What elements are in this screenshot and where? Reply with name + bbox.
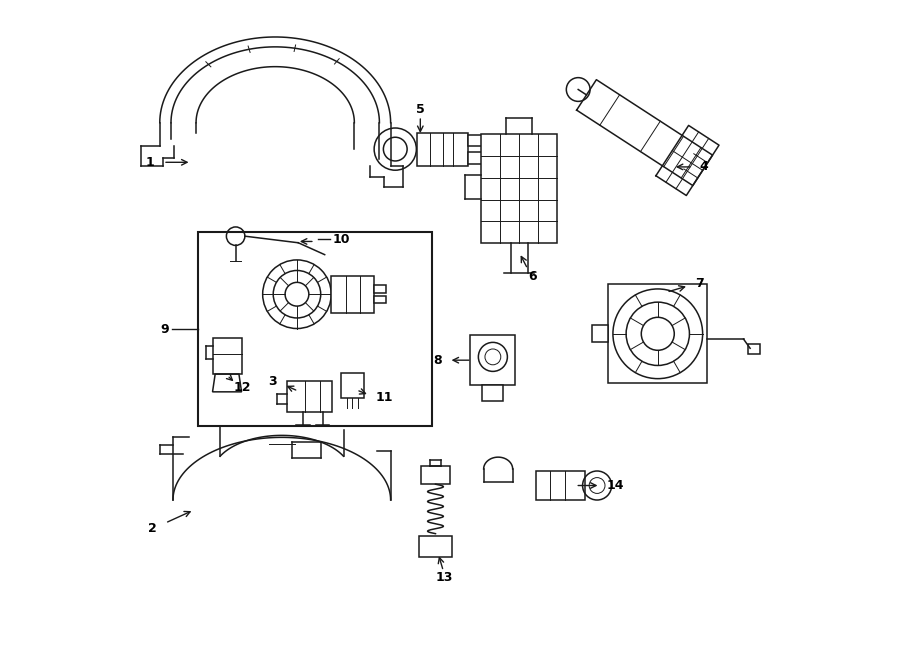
Bar [482, 385, 503, 401]
Text: 5: 5 [416, 103, 425, 116]
Bar [482, 134, 557, 243]
Bar [608, 284, 707, 383]
Bar [340, 373, 364, 398]
Text: 8: 8 [434, 354, 442, 367]
Bar [287, 381, 332, 412]
Bar [331, 276, 374, 313]
Text: 13: 13 [436, 571, 454, 584]
Bar [536, 471, 585, 500]
Text: 7: 7 [696, 276, 704, 290]
Text: 9: 9 [161, 323, 169, 336]
Bar [469, 152, 483, 164]
Text: 11: 11 [375, 391, 393, 405]
Bar [198, 231, 432, 426]
Bar [748, 344, 760, 354]
Text: 4: 4 [699, 161, 708, 173]
Text: 12: 12 [233, 381, 251, 395]
Text: 3: 3 [268, 375, 276, 389]
Bar [417, 133, 469, 166]
Text: 14: 14 [607, 479, 625, 492]
Bar [419, 535, 452, 557]
Bar [469, 135, 483, 147]
Bar [374, 285, 386, 293]
Text: 1: 1 [146, 156, 155, 169]
Bar [374, 295, 386, 303]
Bar [471, 335, 516, 385]
Bar [421, 466, 450, 485]
Bar [592, 325, 608, 342]
Text: 6: 6 [528, 270, 536, 283]
Text: 2: 2 [148, 522, 157, 535]
Bar [212, 338, 241, 374]
Text: 10: 10 [333, 233, 350, 246]
